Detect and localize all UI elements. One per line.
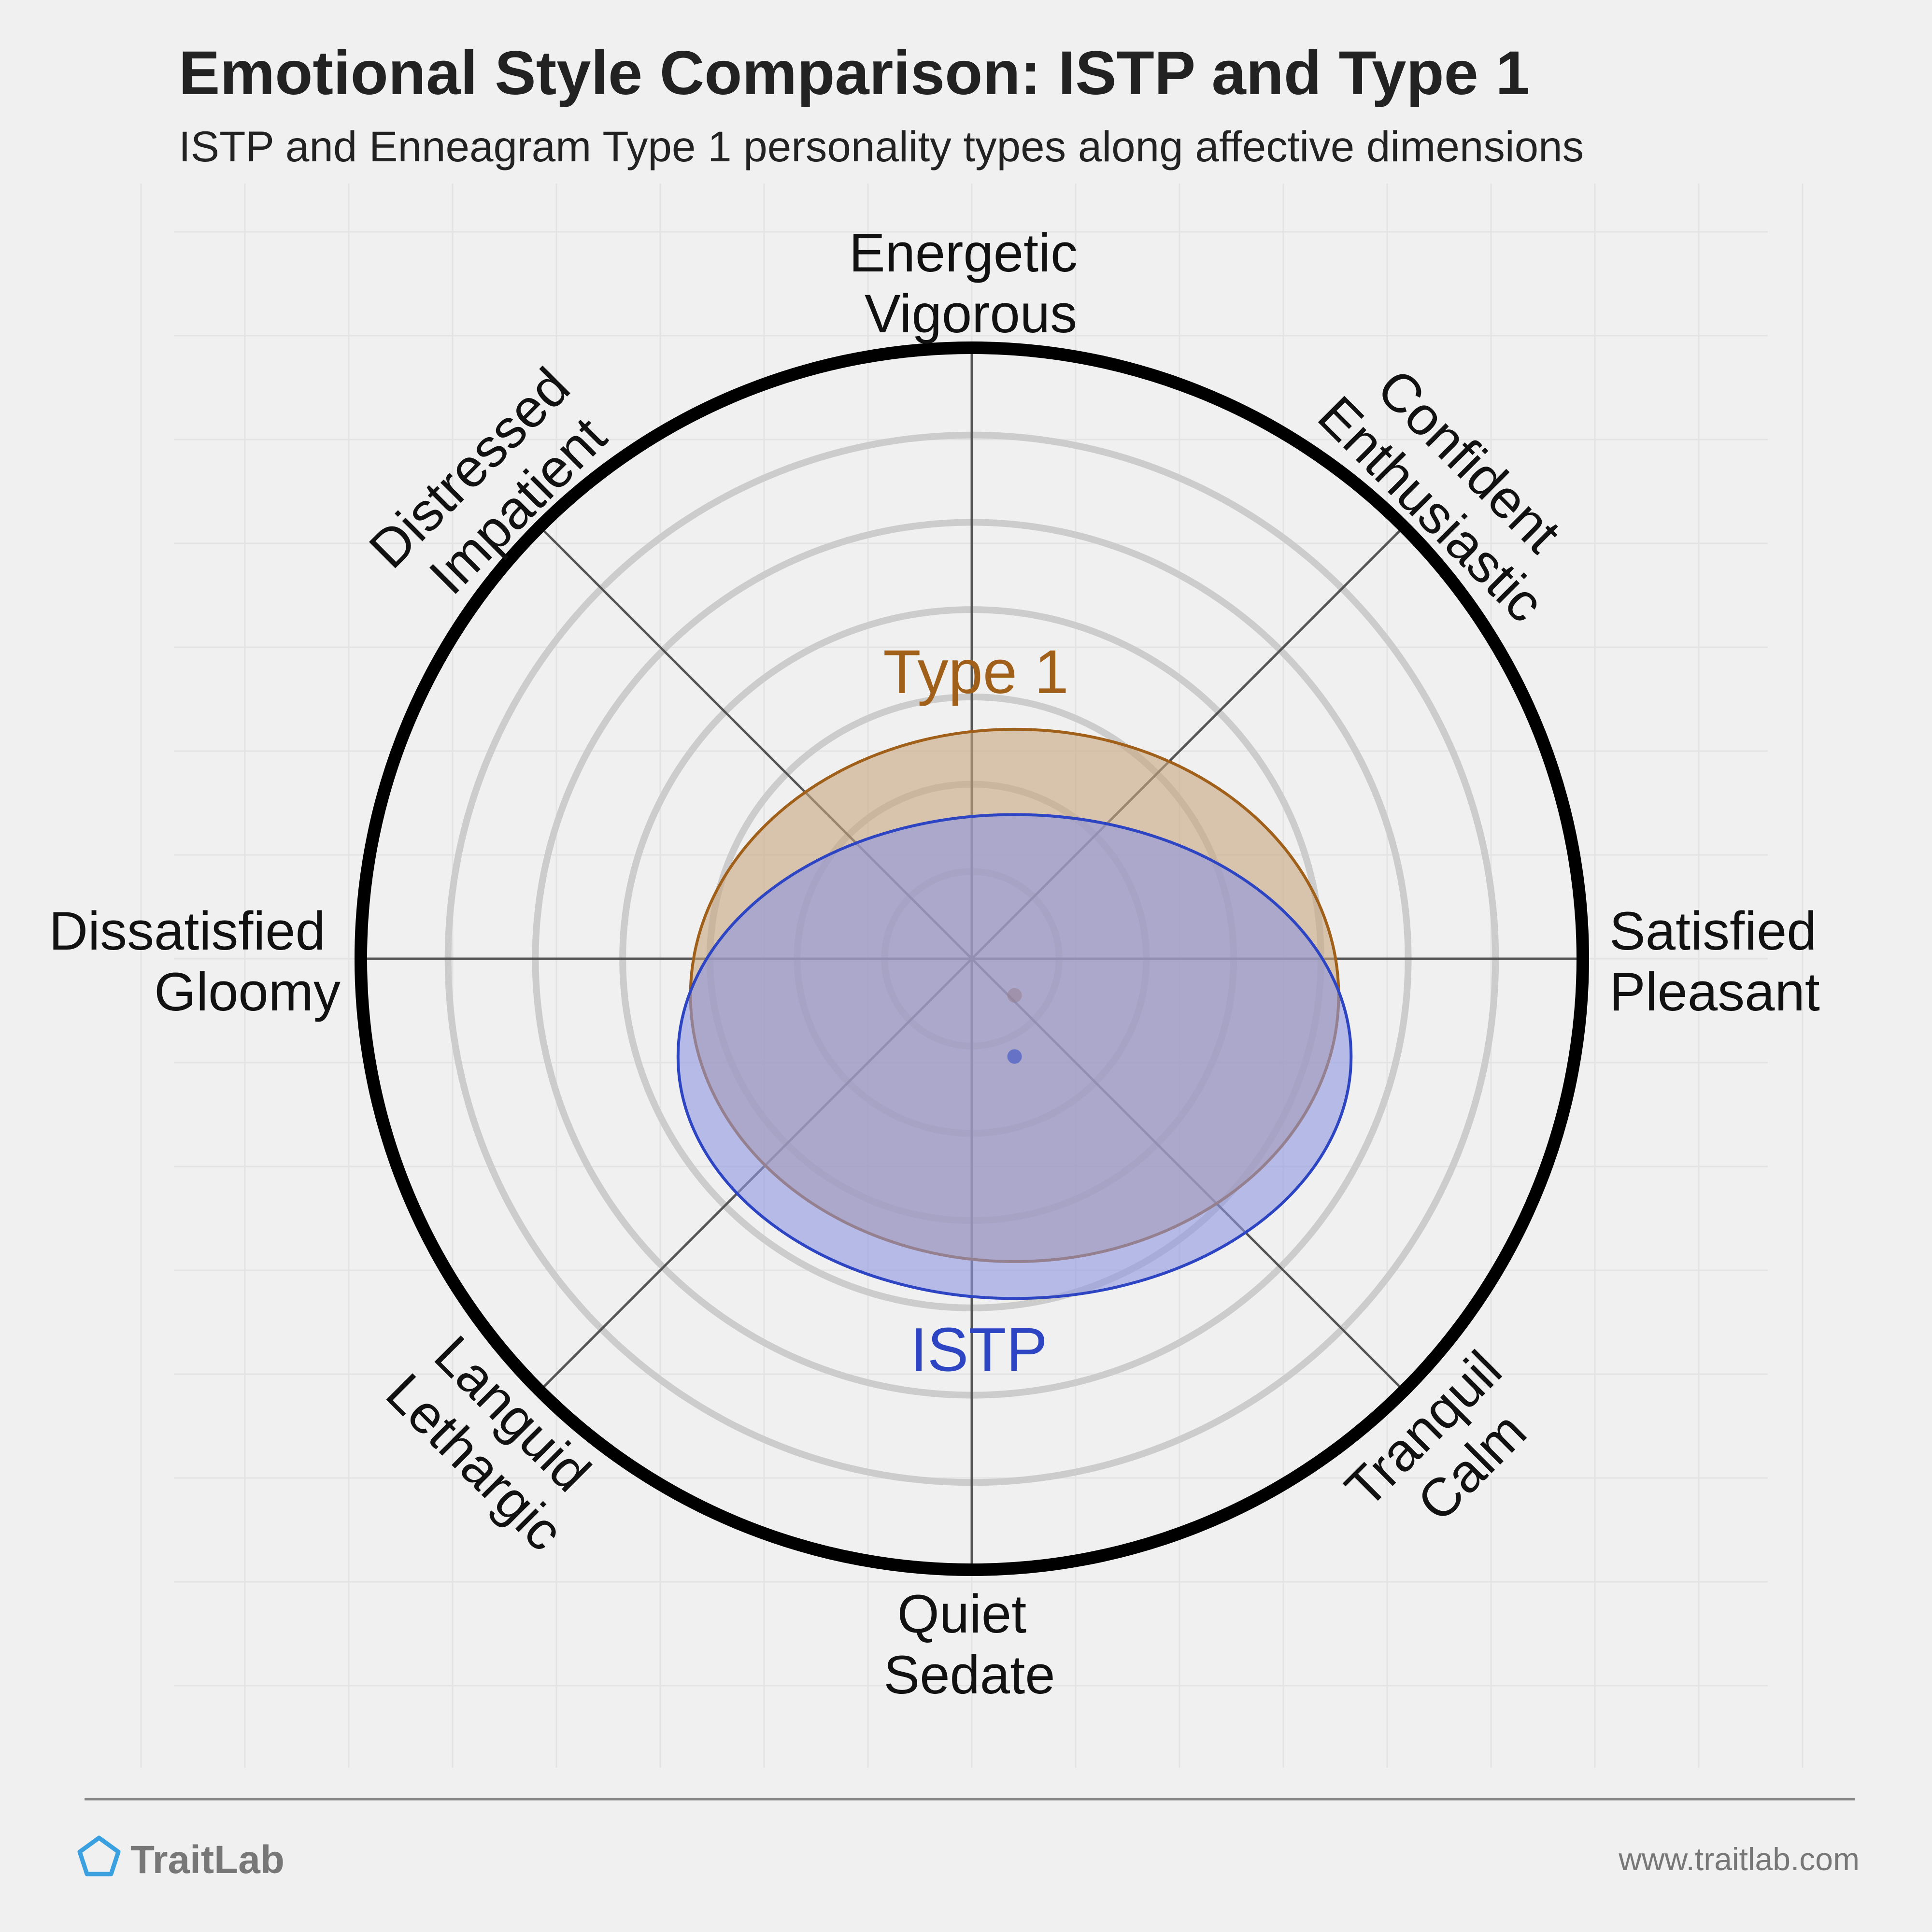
series-label-type-1: Type 1	[883, 638, 1068, 707]
series-label-istp: ISTP	[910, 1315, 1048, 1384]
axis-label-line: Energetic	[849, 223, 1078, 283]
chart-title: Emotional Style Comparison: ISTP and Typ…	[179, 39, 1530, 108]
axis-label-line: Sedate	[884, 1645, 1055, 1705]
brand-name[interactable]: TraitLab	[130, 1838, 284, 1882]
axis-label-line: Vigorous	[865, 284, 1077, 344]
series-group: Type 1 ISTP	[676, 638, 1353, 1384]
outer-ring	[355, 341, 1589, 1576]
axis-label-languid: Languid Lethargic	[375, 1319, 618, 1562]
axis-label-satisfied: Satisfied Pleasant	[1609, 901, 1832, 1022]
axis-label-line: Pleasant	[1609, 962, 1820, 1022]
website-url[interactable]: www.traitlab.com	[1618, 1841, 1860, 1877]
axis-label-line: Gloomy	[154, 962, 341, 1022]
axis-label-tranquil: Tranquil Calm	[1334, 1329, 1567, 1562]
axis-label-line: Satisfied	[1609, 901, 1817, 961]
axis-label-line: Dissatisfied	[49, 901, 326, 961]
axis-label-energetic: Energetic Vigorous	[849, 223, 1093, 344]
pentagon-icon	[77, 1835, 121, 1876]
chart-subtitle: ISTP and Enneagram Type 1 personality ty…	[179, 122, 1584, 170]
series-center-istp	[1007, 1049, 1022, 1064]
axis-label-dissatisfied: Dissatisfied Gloomy	[49, 901, 341, 1022]
plot-area: Type 1 ISTP	[355, 341, 1589, 1576]
axis-label-line: Quiet	[897, 1584, 1027, 1644]
axis-label-quiet: Quiet Sedate	[884, 1584, 1055, 1705]
